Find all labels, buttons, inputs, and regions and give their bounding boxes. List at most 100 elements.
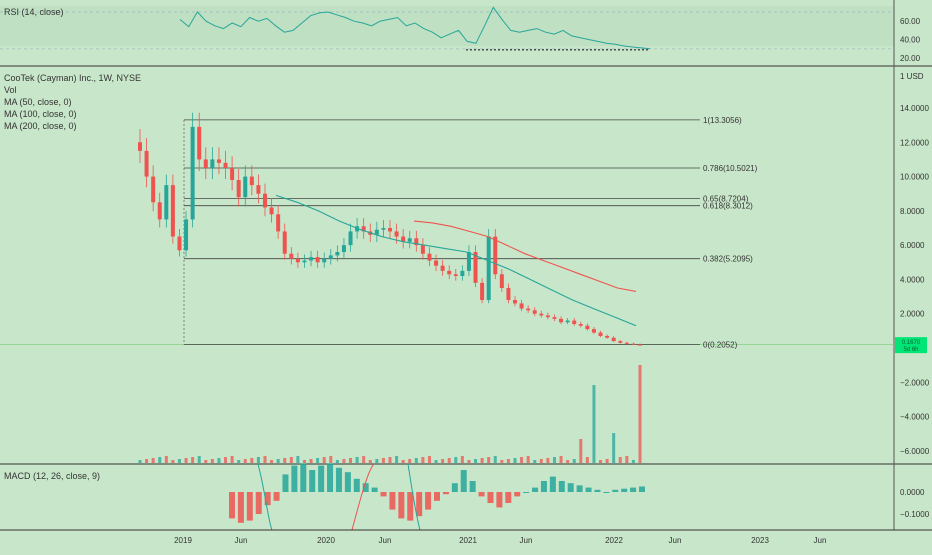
macd-histogram-bar: [318, 465, 325, 492]
price-tick-label: 4.0000: [900, 275, 925, 284]
candle-body: [197, 126, 202, 160]
macd-tick-label: −0.1000: [900, 510, 930, 519]
candle-body: [256, 185, 261, 194]
macd-histogram-bar: [487, 492, 494, 503]
volume-bar: [487, 457, 491, 463]
volume-bar: [256, 457, 260, 463]
time-axis-label: Jun: [814, 536, 827, 545]
candle-body: [328, 255, 333, 259]
volume-bar: [224, 457, 228, 463]
candle-body: [302, 260, 307, 263]
candle-body: [401, 236, 406, 242]
volume-bar: [421, 457, 425, 463]
time-axis-label: 2019: [174, 536, 192, 545]
volume-bar: [329, 456, 333, 463]
candle-body: [249, 176, 254, 186]
macd-signal-line: [351, 463, 375, 531]
candle-body: [605, 336, 610, 338]
time-axis-label: 2020: [317, 536, 335, 545]
price-tick-label: 14.0000: [900, 104, 929, 113]
volume-bar: [441, 459, 445, 463]
candle-body: [453, 274, 458, 276]
volume-bar: [210, 459, 214, 463]
candle-body: [138, 142, 142, 151]
volume-bar: [513, 458, 517, 463]
volume-bar: [592, 385, 596, 463]
volume-bar: [270, 460, 274, 463]
time-axis-label: 2022: [605, 536, 623, 545]
macd-legend: MACD (12, 26, close, 9): [4, 470, 100, 482]
volume-bar: [283, 458, 287, 463]
legend-ma200: MA (200, close, 0): [4, 121, 77, 131]
volume-bar: [375, 459, 379, 463]
macd-histogram-bar: [300, 463, 307, 492]
macd-histogram-bar: [621, 488, 628, 492]
volume-bar: [401, 460, 405, 463]
candle-body: [506, 288, 511, 300]
volume-bar: [217, 458, 221, 463]
legend-ma100: MA (100, close, 0): [4, 109, 77, 119]
volume-bar: [566, 460, 570, 463]
candle-body: [572, 320, 577, 324]
volume-bar: [250, 458, 254, 463]
volume-bar: [316, 458, 320, 463]
candle-body: [532, 310, 537, 314]
macd-histogram-bar: [371, 487, 378, 492]
macd-histogram-bar: [335, 467, 342, 492]
macd-histogram-bar: [344, 472, 351, 492]
candle-body: [407, 238, 412, 242]
volume-bar: [145, 459, 149, 463]
candle-body: [473, 252, 478, 283]
time-axis-label: Jun: [235, 536, 248, 545]
volume-bar: [309, 459, 313, 463]
macd-line: [257, 463, 273, 531]
candle-body: [539, 313, 544, 316]
macd-histogram-bar: [639, 486, 645, 492]
volume-bar: [625, 456, 629, 463]
fib-level-label: 1(13.3056): [703, 116, 742, 125]
time-axis-label: Jun: [669, 536, 682, 545]
candle-body: [315, 257, 320, 263]
candle-body: [157, 202, 162, 220]
candle-body: [170, 185, 175, 237]
macd-histogram-bar: [540, 481, 547, 492]
candle-body: [276, 214, 281, 232]
volume-bar: [460, 456, 464, 463]
candle-body: [585, 325, 590, 330]
volume-bar: [474, 459, 478, 463]
candle-body: [545, 315, 550, 318]
volume-bar: [605, 459, 609, 463]
candle-body: [440, 265, 445, 271]
candle-body: [348, 231, 353, 246]
volume-bar: [618, 457, 622, 463]
volume-bar: [322, 457, 326, 463]
macd-histogram-bar: [229, 492, 235, 519]
fib-level-label: 0.618(8.3012): [703, 202, 753, 211]
macd-histogram-bar: [532, 487, 539, 492]
macd-histogram-bar: [398, 492, 405, 519]
macd-histogram-bar: [514, 492, 521, 497]
volume-bar: [158, 457, 162, 463]
volume-bar: [388, 457, 392, 463]
macd-histogram-bar: [469, 481, 476, 492]
rsi-band: [0, 6, 894, 46]
ma100-line: [413, 220, 637, 292]
price-tick-label: −4.0000: [900, 413, 930, 422]
candle-body: [388, 228, 392, 232]
volume-bar: [184, 458, 188, 463]
candle-body: [618, 341, 623, 343]
candle-body: [144, 150, 149, 177]
candle-body: [210, 159, 215, 168]
macd-histogram-bar: [309, 470, 316, 492]
rsi-line: [179, 6, 651, 50]
candle-body: [493, 236, 498, 275]
volume-bar: [204, 460, 208, 463]
macd-tick-label: 0.0000: [900, 488, 925, 497]
macd-histogram-bar: [451, 483, 458, 492]
volume-bar: [493, 456, 497, 463]
macd-histogram-bar: [327, 463, 334, 492]
rsi-tick-label: 60.00: [900, 17, 921, 26]
volume-bar: [447, 458, 451, 463]
candle-body: [374, 229, 379, 235]
